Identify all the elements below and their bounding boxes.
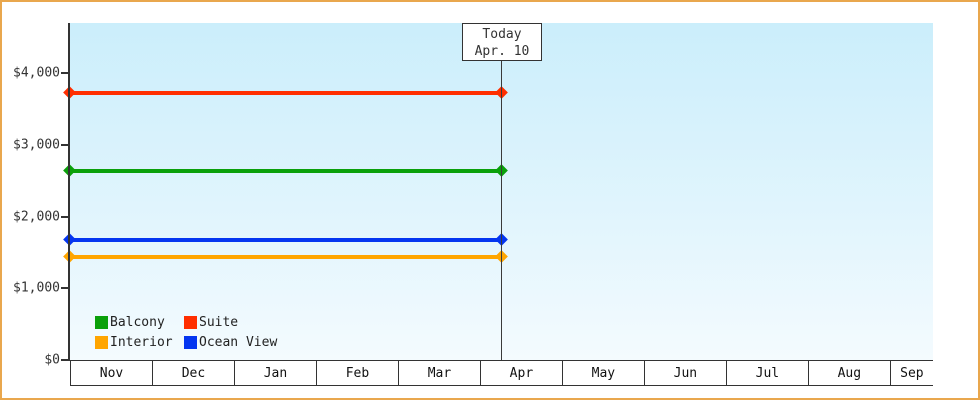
legend-item-balcony: Balcony: [95, 312, 184, 332]
legend-item-ocean-view: Ocean View: [184, 332, 277, 352]
month-label: Sep: [900, 365, 924, 381]
y-tick-mark-4000: [61, 72, 68, 75]
y-tick-mark-2000: [61, 215, 68, 218]
month-label: Dec: [181, 365, 206, 381]
legend-swatch-suite: [184, 315, 197, 329]
month-cell-dec: Dec: [153, 361, 235, 385]
month-cell-jan: Jan: [235, 361, 317, 385]
series-line-dashed-balcony: [506, 169, 933, 173]
month-cell-mar: Mar: [399, 361, 481, 385]
month-cell-apr: Apr: [481, 361, 563, 385]
y-tick-label-1000: $1,000: [13, 280, 60, 296]
month-label: Jun: [673, 365, 698, 381]
month-label: Apr: [509, 365, 534, 381]
today-annotation-box: Today Apr. 10: [462, 23, 542, 61]
legend-label-interior: Interior: [110, 334, 173, 350]
month-label: Jan: [263, 365, 288, 381]
legend-swatch-interior: [95, 335, 108, 349]
legend-item-interior: Interior: [95, 332, 184, 352]
month-label: Nov: [99, 365, 124, 381]
legend-label-balcony: Balcony: [110, 314, 165, 330]
legend-label-ocean-view: Ocean View: [199, 334, 278, 350]
month-cell-nov: Nov: [71, 361, 153, 385]
month-label: Feb: [345, 365, 370, 381]
month-cell-feb: Feb: [317, 361, 399, 385]
legend: Balcony Suite Interior Ocean View: [95, 312, 277, 352]
month-cell-jul: Jul: [727, 361, 809, 385]
today-annotation-line2: Apr. 10: [474, 44, 530, 59]
month-cell-sep: Sep: [891, 361, 933, 385]
month-cell-may: May: [563, 361, 645, 385]
y-tick-label-0: $0: [44, 352, 60, 368]
y-tick-mark-3000: [61, 143, 68, 146]
month-cell-jun: Jun: [645, 361, 727, 385]
series-line-dashed-ocean-view: [506, 238, 933, 242]
legend-swatch-ocean-view: [184, 335, 197, 349]
series-line-solid-interior: [70, 255, 502, 260]
plot-area: Balcony Suite Interior Ocean View: [63, 23, 933, 360]
month-cell-aug: Aug: [809, 361, 891, 385]
series-line-solid-balcony: [70, 169, 502, 174]
month-label: Aug: [837, 365, 862, 381]
month-label: Jul: [755, 365, 780, 381]
legend-swatch-balcony: [95, 315, 108, 329]
today-annotation-line1: Today: [482, 27, 522, 42]
month-label: Mar: [427, 365, 452, 381]
y-axis-line: [68, 23, 70, 361]
today-vertical-line: [501, 61, 502, 360]
series-line-solid-suite: [70, 90, 502, 95]
y-tick-mark-1000: [61, 287, 68, 290]
series-line-dashed-interior: [506, 255, 933, 259]
legend-item-suite: Suite: [184, 312, 277, 332]
month-label: May: [591, 365, 616, 381]
y-tick-label-4000: $4,000: [13, 65, 60, 81]
y-tick-label-2000: $2,000: [13, 209, 60, 225]
y-tick-label-3000: $3,000: [13, 137, 60, 153]
series-line-dashed-suite: [506, 91, 933, 95]
series-line-solid-ocean-view: [70, 237, 502, 242]
x-axis-month-row: Nov Dec Jan Feb Mar Apr May Jun Jul Aug Sep: [70, 360, 933, 386]
y-tick-mark-0: [61, 359, 68, 361]
legend-label-suite: Suite: [199, 314, 239, 330]
